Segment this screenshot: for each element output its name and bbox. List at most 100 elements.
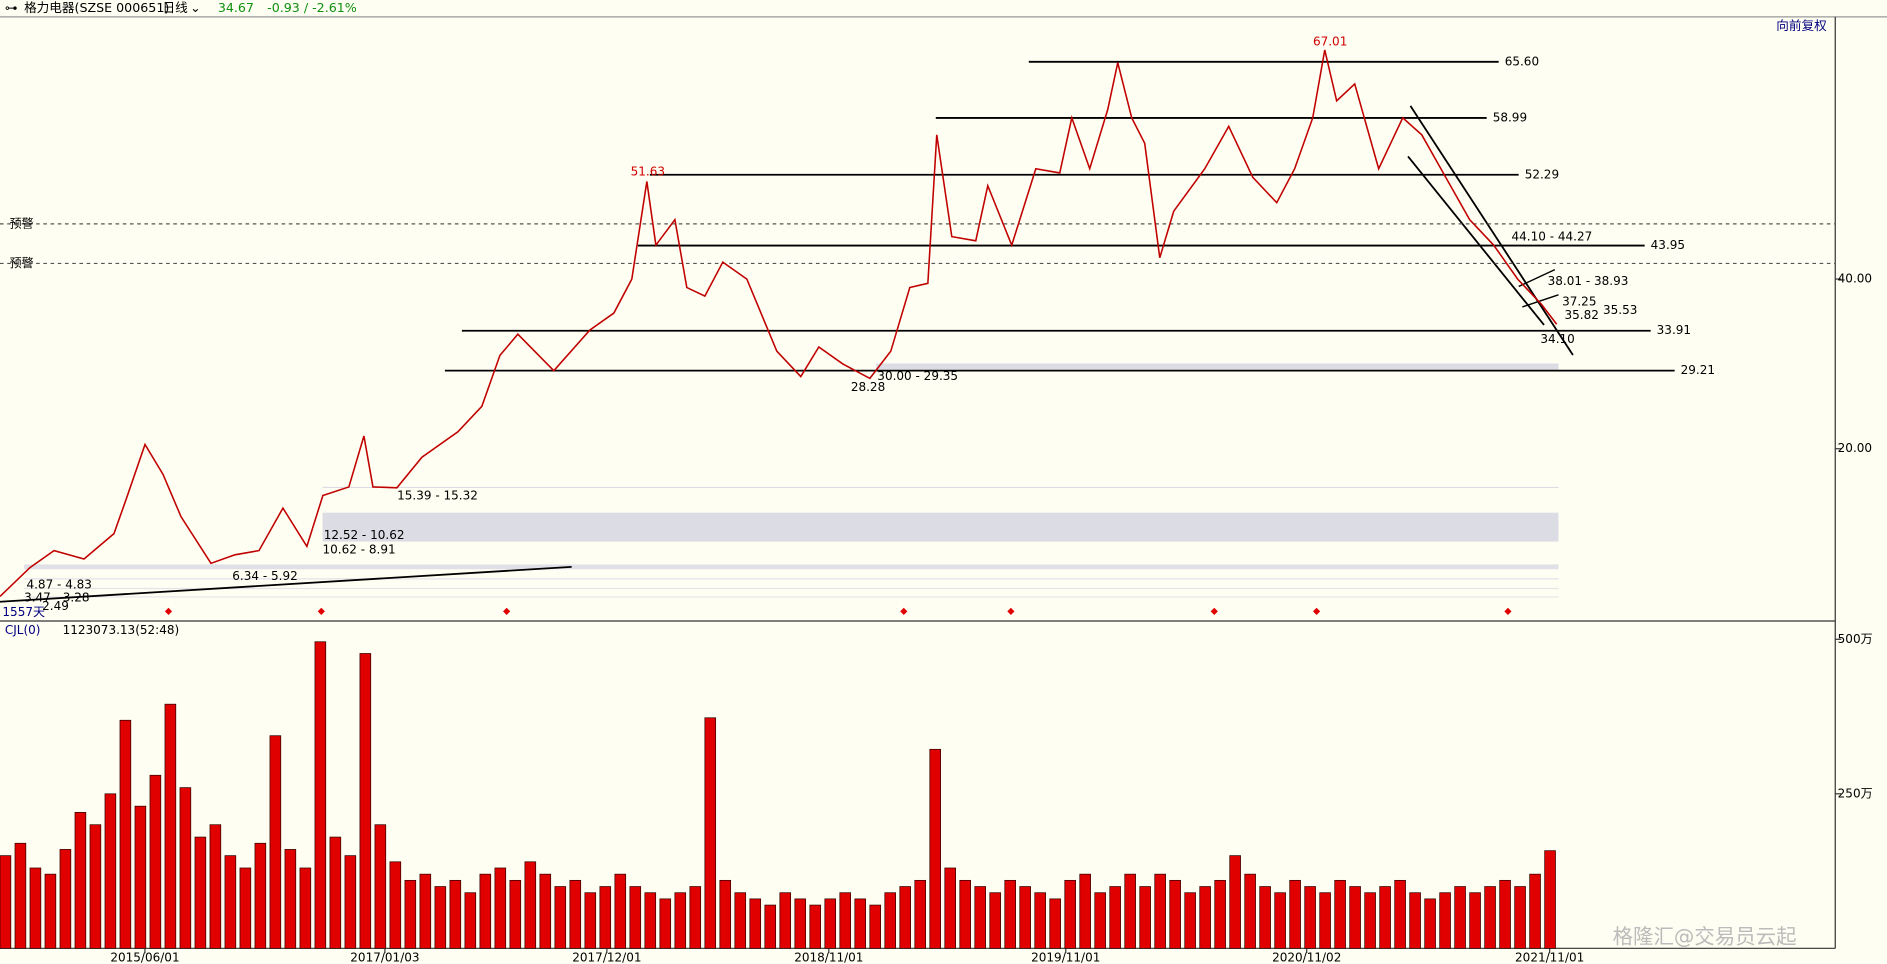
- volume-bar: [899, 886, 911, 949]
- x-tick-label: 2019/11/01: [1031, 950, 1100, 964]
- volume-bar: [419, 873, 432, 949]
- volume-bar: [449, 879, 462, 949]
- volume-bar: [809, 904, 822, 949]
- volume-bar: [1379, 886, 1391, 949]
- volume-bar: [1079, 873, 1091, 949]
- x-tick-label: 2021/11/01: [1515, 950, 1584, 964]
- level-label: 65.60: [1505, 54, 1539, 68]
- alert-label: 预警: [10, 215, 34, 230]
- price-annotation: 28.28: [851, 380, 885, 394]
- price-annotation: 44.10 - 44.27: [1512, 230, 1593, 244]
- y-tick-label: 250万: [1838, 786, 1873, 800]
- volume-bar: [1229, 855, 1241, 949]
- volume-indicator[interactable]: CJL(0): [5, 623, 41, 637]
- last-price: 34.67: [218, 0, 254, 15]
- volume-bar: [1214, 879, 1226, 949]
- volume-bar: [44, 873, 57, 949]
- adjust-mode[interactable]: 向前复权: [1776, 18, 1827, 33]
- volume-bar: [689, 886, 702, 949]
- y-tick-label: 500万: [1838, 632, 1873, 646]
- volume-bar: [164, 703, 177, 949]
- volume-bar: [764, 904, 777, 949]
- price-annotation: 51.63: [631, 165, 665, 179]
- price-annotation: 10.62 - 8.91: [323, 542, 396, 556]
- alert-label: 预警: [10, 255, 34, 270]
- volume-bar: [584, 892, 597, 949]
- volume-bar: [1274, 892, 1286, 949]
- volume-bar: [1304, 886, 1316, 949]
- period[interactable]: 日线: [162, 0, 188, 15]
- watermark: 格隆汇@交易员云起: [1613, 925, 1797, 949]
- price-line: [0, 49, 1558, 598]
- volume-bar: [74, 811, 87, 949]
- price-annotation: 67.01: [1313, 35, 1347, 49]
- volume-bar: [149, 774, 162, 949]
- channel-line: [1407, 155, 1545, 326]
- volume-bar: [1424, 898, 1436, 949]
- volume-bar: [1394, 879, 1406, 949]
- volume-bar: [1139, 886, 1151, 949]
- signal-marker: [900, 607, 908, 615]
- volume-bar: [359, 653, 372, 949]
- volume-bar: [524, 861, 537, 949]
- x-tick-label: 2020/11/02: [1272, 950, 1341, 964]
- volume-bar: [1289, 879, 1301, 949]
- volume-bar: [1439, 892, 1451, 949]
- x-tick-label: 2017/01/03: [350, 950, 419, 964]
- day-count: 1557天: [2, 605, 45, 619]
- y-tick-label: 20.00: [1838, 441, 1872, 455]
- price-change: -0.93 / -2.61%: [267, 0, 357, 15]
- level-label: 43.95: [1651, 238, 1685, 252]
- volume-bar: [1169, 879, 1181, 949]
- volume-bar: [284, 849, 297, 949]
- volume-bar: [494, 867, 507, 949]
- volume-bar: [674, 892, 687, 949]
- volume-bar: [704, 717, 717, 949]
- price-annotation: 15.39 - 15.32: [397, 488, 478, 502]
- channel-line: [1522, 294, 1559, 308]
- volume-bar: [59, 849, 72, 949]
- volume-bar: [554, 886, 567, 949]
- volume-bar: [1544, 850, 1556, 949]
- trend-line: [0, 565, 572, 603]
- volume-bar: [224, 855, 237, 949]
- stock-name[interactable]: 格力电器(SZSE 000651): [24, 0, 169, 15]
- volume-bar: [539, 873, 552, 949]
- price-annotation: 3.47 - 3.28: [24, 591, 89, 605]
- link-icon: ⊶: [5, 0, 18, 15]
- signal-marker: [317, 607, 325, 615]
- volume-bar: [344, 855, 357, 949]
- price-annotation: 30.00 - 29.35: [877, 369, 958, 383]
- volume-bar: [479, 873, 492, 949]
- channel-line: [1518, 268, 1556, 288]
- volume-bar: [914, 879, 926, 949]
- volume-bar: [239, 867, 252, 949]
- volume-bar: [314, 641, 327, 949]
- volume-bar: [509, 879, 522, 949]
- zone-band: [24, 564, 1559, 570]
- volume-bar: [659, 898, 672, 949]
- x-tick-label: 2017/12/01: [572, 950, 641, 964]
- period-dropdown[interactable]: ⌄: [190, 0, 201, 15]
- signal-marker: [1007, 607, 1015, 615]
- volume-bar: [374, 824, 387, 949]
- level-label: 33.91: [1657, 323, 1691, 337]
- volume-bar: [929, 748, 941, 949]
- volume-bar: [944, 867, 956, 949]
- volume-bar: [629, 886, 642, 949]
- signal-marker: [1210, 607, 1218, 615]
- x-tick-label: 2018/11/01: [794, 950, 863, 964]
- volume-bar: [614, 873, 627, 949]
- price-annotation: 35.82: [1564, 308, 1598, 322]
- price-annotation: 4.87 - 4.83: [26, 577, 91, 591]
- volume-bar: [299, 867, 312, 949]
- volume-bar: [989, 892, 1001, 949]
- zone-band: [876, 363, 1559, 370]
- volume-summary: 1123073.13(52:48): [63, 623, 180, 637]
- volume-bar: [89, 824, 102, 949]
- signal-markers: [164, 607, 1512, 615]
- price-annotation: 37.25: [1562, 295, 1596, 309]
- volume-bar: [254, 842, 267, 949]
- volume-bar: [1019, 886, 1031, 949]
